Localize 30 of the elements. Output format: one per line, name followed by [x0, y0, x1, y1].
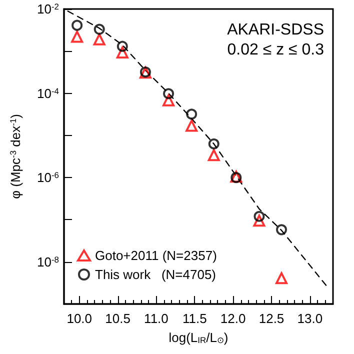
x-tick-label: 13.0 [297, 311, 323, 326]
point [276, 224, 288, 236]
legend-label: This work (N=4705) [95, 267, 216, 282]
point [254, 210, 265, 222]
x-tick-label: 10.5 [105, 311, 130, 326]
x-tick-label: 10.0 [66, 311, 92, 326]
x-tick-label: 11.5 [182, 311, 207, 326]
point [94, 24, 105, 35]
x-tick-label: 12.0 [220, 311, 246, 326]
x-tick-label: 11.0 [144, 311, 168, 326]
line-series [67, 10, 328, 288]
point [208, 149, 220, 162]
point [72, 20, 83, 31]
point [186, 108, 198, 120]
point [208, 138, 220, 150]
point [253, 214, 266, 227]
point [276, 272, 288, 284]
point [116, 40, 128, 52]
point [93, 33, 106, 46]
point [116, 46, 128, 58]
point [163, 88, 174, 100]
annotation: AKARI-SDSS [227, 22, 324, 38]
x-axis-title: log(LIR/L⊙) [168, 330, 228, 346]
point [71, 30, 84, 43]
x-tick-label: 12.5 [258, 311, 284, 326]
point [162, 94, 175, 106]
legend-label: Goto+2011 (N=2357) [95, 248, 217, 263]
annotation: 0.02 ≤ z ≤ 0.3 [227, 42, 324, 58]
point [186, 120, 198, 132]
y-axis-title: φ (Mpc-3 dex-1) [8, 114, 23, 199]
